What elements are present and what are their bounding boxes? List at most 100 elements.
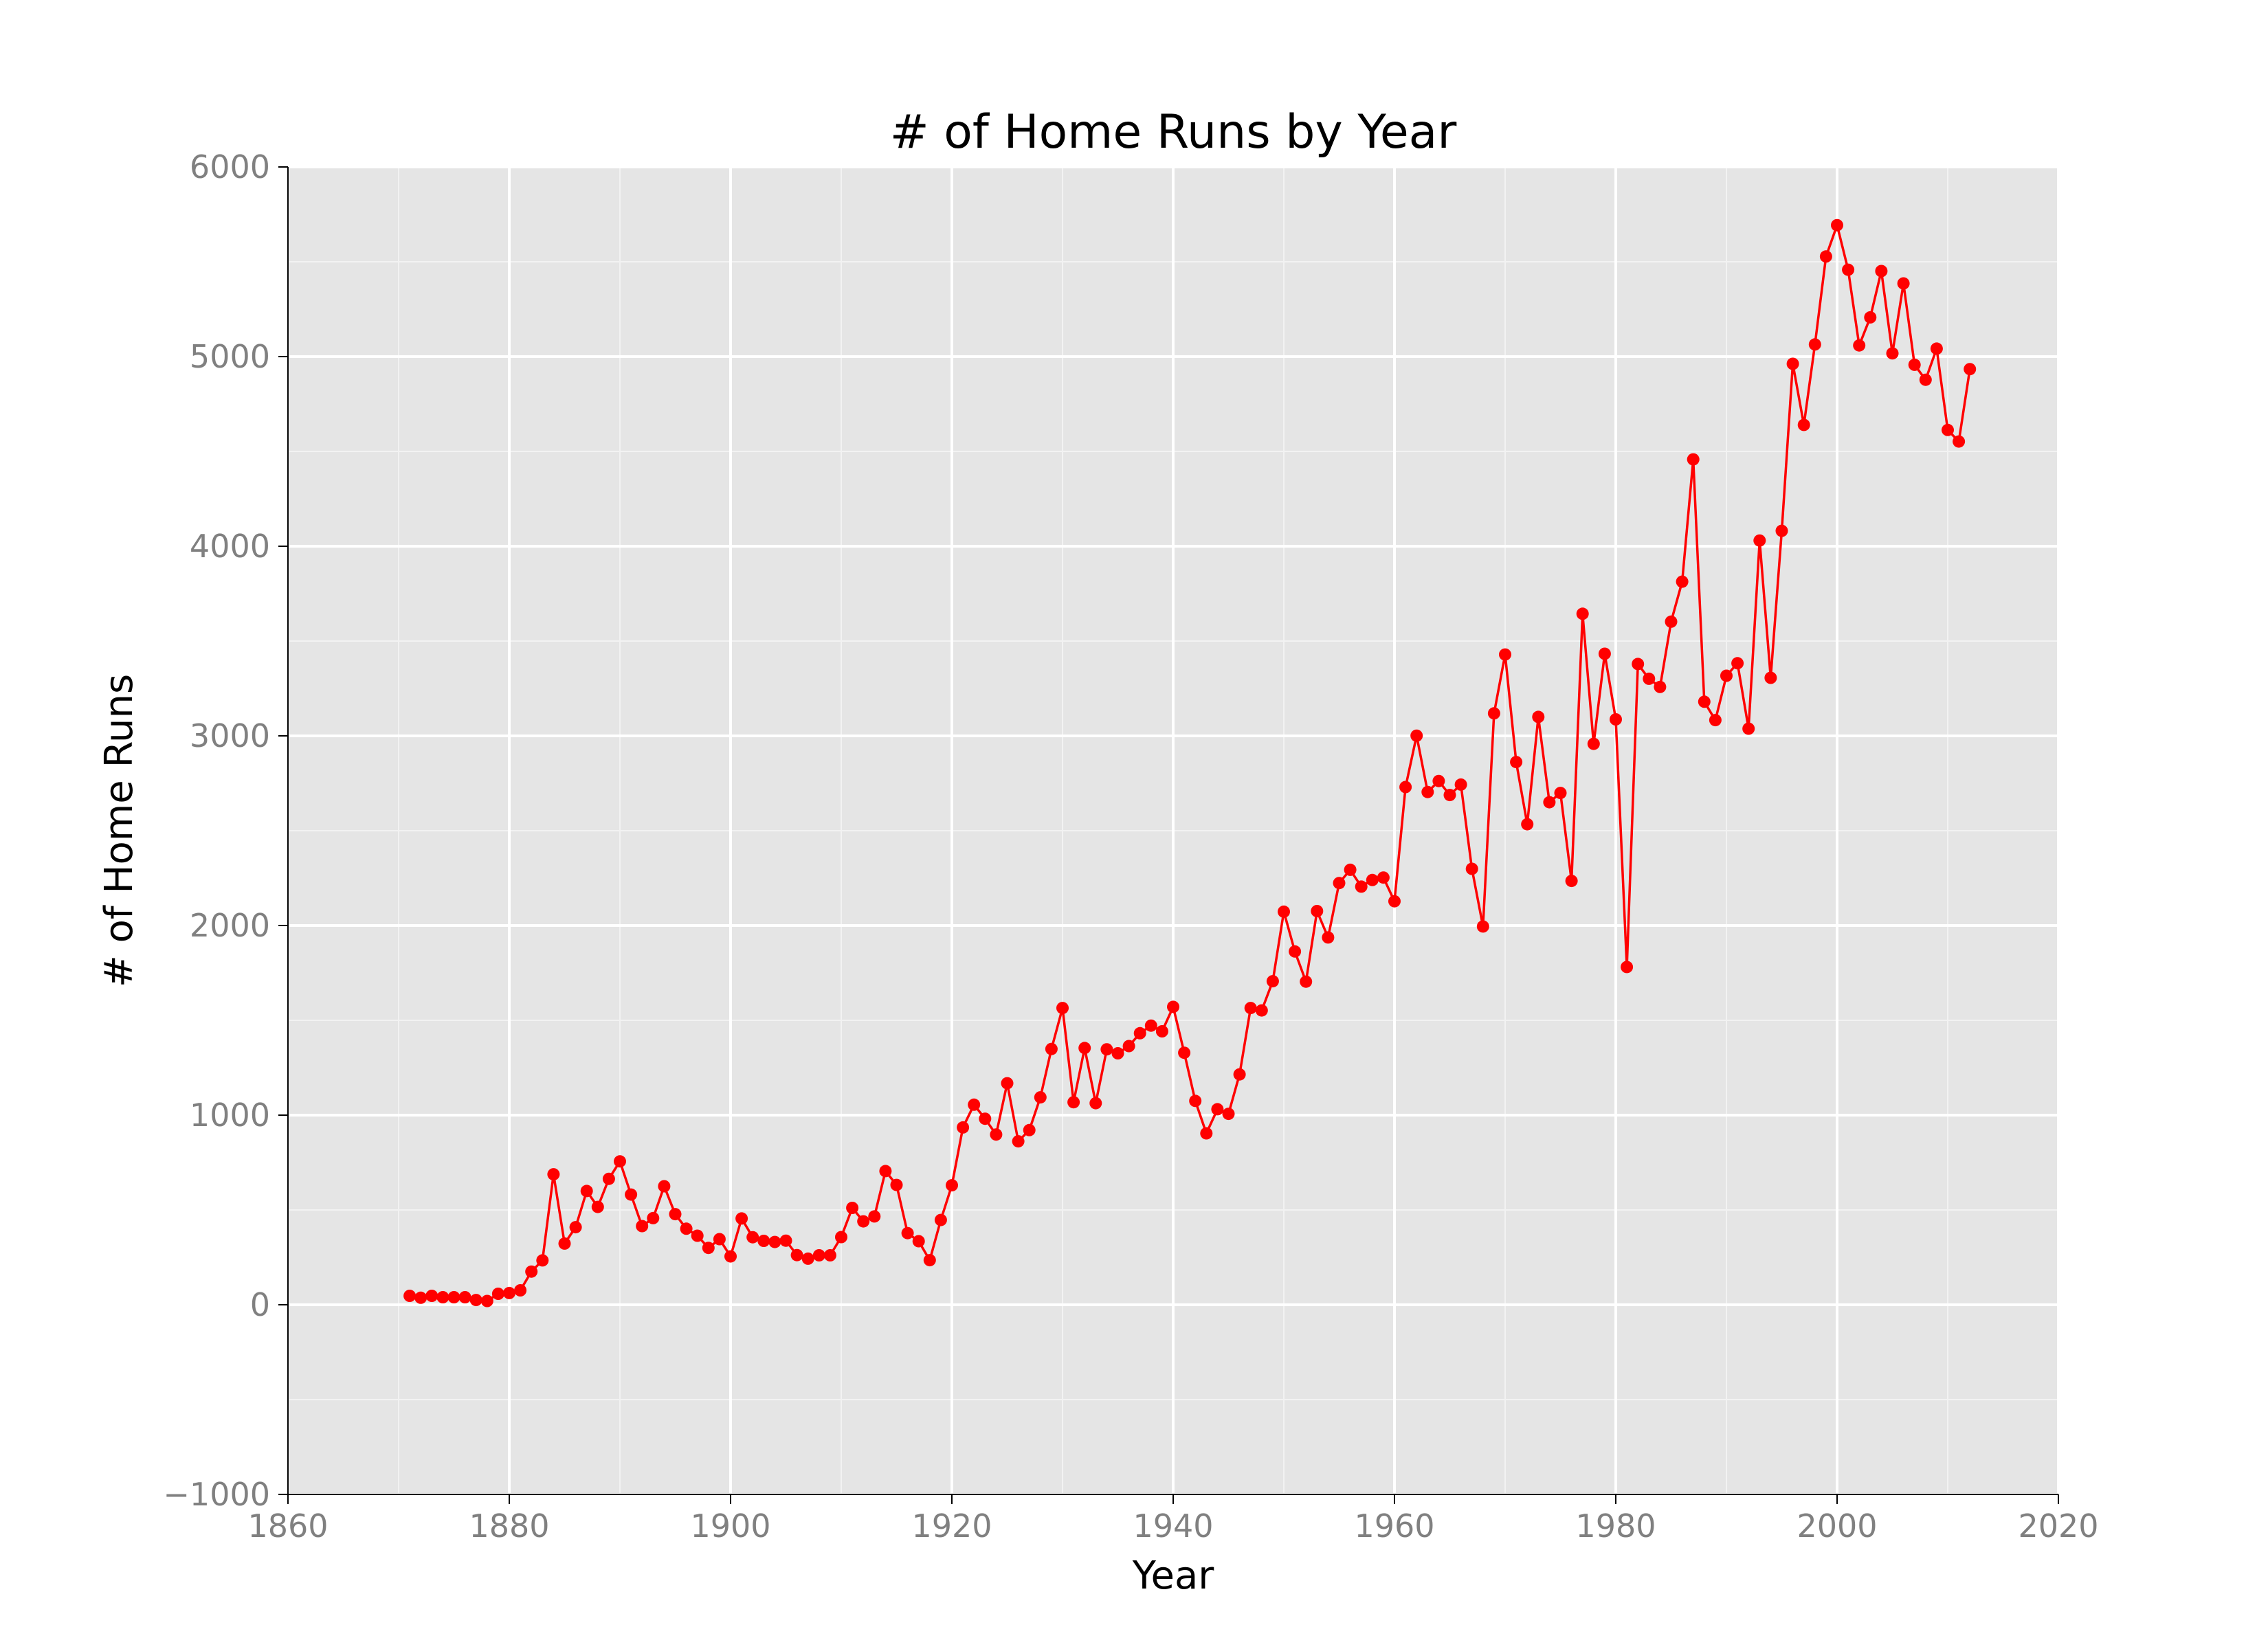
data-point <box>768 1235 781 1248</box>
data-point <box>1200 1127 1213 1140</box>
y-tick-label: 1000 <box>190 1097 270 1134</box>
data-point <box>1355 880 1368 893</box>
data-point <box>1244 1002 1257 1015</box>
y-tick-label: 0 <box>250 1286 270 1323</box>
data-point <box>1687 453 1700 466</box>
data-point <box>1034 1091 1047 1104</box>
data-point <box>1643 672 1656 685</box>
data-point <box>868 1210 881 1223</box>
data-point <box>1255 1004 1268 1017</box>
data-point <box>1178 1046 1191 1059</box>
x-tick-label: 1940 <box>1133 1507 1213 1545</box>
data-point <box>1610 713 1622 726</box>
data-point <box>1023 1123 1036 1136</box>
data-point <box>1377 871 1390 884</box>
data-point <box>1731 657 1744 670</box>
data-point <box>1222 1108 1235 1121</box>
data-point <box>458 1291 471 1303</box>
data-point <box>835 1231 847 1244</box>
data-point <box>480 1294 493 1308</box>
data-point <box>1720 669 1733 682</box>
data-point <box>1554 787 1567 800</box>
data-point <box>890 1178 903 1191</box>
data-point <box>957 1121 970 1134</box>
data-point <box>1808 338 1821 351</box>
data-point <box>403 1290 416 1302</box>
data-point <box>1764 671 1777 684</box>
data-point <box>746 1231 759 1244</box>
data-point <box>1819 250 1832 263</box>
data-point <box>469 1294 482 1307</box>
data-point <box>1654 680 1667 693</box>
data-point <box>1133 1027 1146 1040</box>
data-point <box>1853 339 1866 352</box>
y-tick-label: 5000 <box>190 338 270 375</box>
data-point <box>923 1254 936 1267</box>
data-point <box>691 1229 704 1242</box>
data-point <box>1621 961 1634 974</box>
data-point <box>757 1235 770 1247</box>
y-tick-label: 3000 <box>190 717 270 754</box>
data-point <box>1797 418 1810 431</box>
data-point <box>1454 778 1467 791</box>
data-point <box>1001 1077 1014 1090</box>
data-point <box>713 1233 726 1246</box>
data-point <box>735 1212 748 1225</box>
x-axis-title: Year <box>1132 1553 1215 1598</box>
data-point <box>1842 263 1855 276</box>
data-point <box>591 1200 604 1213</box>
data-point <box>1864 311 1877 324</box>
data-point <box>1665 615 1678 628</box>
data-point <box>1565 875 1578 888</box>
data-point <box>1676 575 1689 588</box>
x-tick-label: 1880 <box>469 1507 549 1545</box>
data-point <box>536 1254 549 1267</box>
data-point <box>1543 796 1556 809</box>
data-point <box>602 1172 615 1185</box>
x-tick-label: 1920 <box>911 1507 992 1545</box>
data-point <box>879 1165 892 1178</box>
x-tick-label: 1960 <box>1354 1507 1434 1545</box>
data-point <box>569 1221 582 1234</box>
data-point <box>846 1202 859 1214</box>
data-point <box>1100 1043 1113 1056</box>
data-point <box>1366 873 1379 886</box>
data-point <box>1233 1068 1246 1081</box>
data-point <box>1432 774 1445 787</box>
data-point <box>1045 1042 1058 1055</box>
x-tick-label: 2020 <box>2018 1507 2098 1545</box>
data-point <box>1333 877 1346 890</box>
data-point <box>1875 265 1888 278</box>
y-tick-label: 6000 <box>190 148 270 186</box>
y-tick-label: 4000 <box>190 528 270 565</box>
data-point <box>912 1235 925 1248</box>
data-point <box>1056 1002 1069 1015</box>
data-point <box>1465 862 1478 875</box>
chart-title: # of Home Runs by Year <box>890 105 1457 159</box>
data-point <box>1155 1025 1168 1037</box>
data-point <box>1078 1042 1091 1055</box>
data-point <box>1709 714 1722 727</box>
data-point <box>1012 1135 1025 1148</box>
data-point <box>425 1290 438 1302</box>
data-point <box>1289 945 1302 958</box>
axes: 1860 1880 1900 1920 1940 1960 1980 2000 2020 −100… <box>163 148 2098 1545</box>
y-tick-label: −1000 <box>163 1476 270 1513</box>
y-tick-label: 2000 <box>190 907 270 944</box>
data-point <box>1908 358 1921 371</box>
x-tick-label: 2000 <box>1797 1507 1877 1545</box>
data-point <box>1698 695 1711 708</box>
data-point <box>680 1222 693 1235</box>
data-point <box>1953 435 1966 448</box>
data-point <box>447 1291 460 1303</box>
data-point <box>968 1098 981 1111</box>
data-point <box>1587 737 1600 750</box>
data-point <box>647 1211 660 1224</box>
data-point <box>1964 363 1977 376</box>
data-point <box>1632 658 1645 671</box>
data-point <box>1067 1096 1080 1109</box>
data-point <box>436 1291 449 1303</box>
data-point <box>801 1252 814 1265</box>
data-point <box>1576 607 1589 620</box>
